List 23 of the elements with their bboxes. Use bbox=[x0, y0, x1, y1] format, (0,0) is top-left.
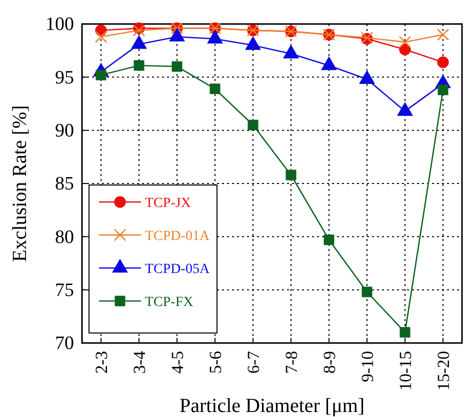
x-axis-title: Particle Diameter [μm] bbox=[179, 395, 365, 417]
x-tick-label: 6-7 bbox=[244, 350, 263, 374]
y-tick-label: 80 bbox=[55, 226, 74, 248]
x-tick-label: 7-8 bbox=[282, 351, 301, 374]
y-tick-label: 100 bbox=[46, 14, 74, 36]
x-tick-label: 10-15 bbox=[396, 351, 415, 391]
y-axis-title: Exclusion Rate [%] bbox=[9, 105, 31, 262]
y-tick-label: 85 bbox=[55, 174, 74, 195]
y-tick-label: 95 bbox=[55, 67, 74, 88]
legend-label: TCP-JX bbox=[145, 196, 191, 211]
x-tick-label: 5-6 bbox=[206, 351, 225, 374]
x-tick-label: 15-20 bbox=[434, 351, 453, 391]
x-tick-label: 9-10 bbox=[358, 351, 377, 382]
y-tick-label: 70 bbox=[55, 333, 74, 354]
legend-label: TCPD-01A bbox=[145, 228, 210, 244]
x-tick-label: 3-4 bbox=[130, 350, 149, 374]
y-tick-label: 75 bbox=[55, 280, 74, 301]
x-tick-label: 4-5 bbox=[168, 351, 187, 374]
x-tick-label: 2-3 bbox=[92, 351, 111, 374]
x-tick-label: 8-9 bbox=[320, 351, 339, 374]
legend-label: TCPD-05A bbox=[145, 262, 210, 277]
legend-label: TCP-FX bbox=[145, 294, 194, 310]
y-tick-label: 90 bbox=[55, 120, 74, 142]
